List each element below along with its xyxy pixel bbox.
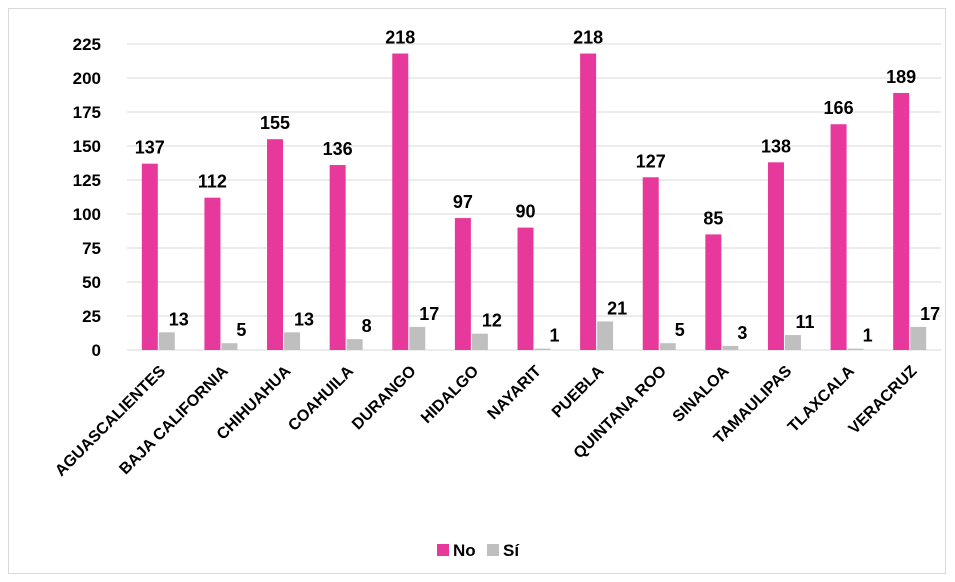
data-label-no: 166	[824, 98, 854, 118]
data-label-si: 13	[294, 309, 314, 329]
bar-no	[893, 92, 910, 351]
y-tick-label: 200	[73, 69, 101, 88]
data-labels: 1371311251551313682181797129012182112758…	[135, 28, 940, 346]
y-tick-label: 50	[82, 273, 101, 292]
bar-si	[910, 326, 927, 350]
y-tick-label: 225	[73, 35, 101, 54]
bar-si	[221, 343, 238, 350]
x-tick-label: DURANGO	[349, 363, 419, 433]
data-label-si: 1	[549, 326, 559, 346]
bar-no	[642, 177, 659, 350]
data-label-si: 5	[675, 320, 685, 340]
x-tick-label: SINALOA	[670, 362, 733, 425]
data-label-si: 3	[737, 323, 747, 343]
data-label-no: 136	[323, 139, 353, 159]
legend: No Sí	[437, 541, 520, 560]
data-label-si: 12	[482, 311, 502, 331]
y-tick-label: 100	[73, 205, 101, 224]
x-tick-label: NAYARIT	[485, 363, 545, 423]
bars	[141, 53, 927, 351]
bar-no	[141, 163, 158, 350]
data-label-no: 97	[453, 192, 473, 212]
bar-no	[517, 227, 534, 350]
y-tick-label: 0	[92, 341, 101, 360]
bar-no	[267, 139, 284, 350]
data-label-si: 5	[236, 320, 246, 340]
data-label-no: 112	[198, 172, 227, 192]
bar-si	[534, 348, 551, 350]
x-tick-label: AGUASCALIENTES	[52, 363, 169, 480]
y-tick-label: 175	[73, 103, 101, 122]
data-label-si: 13	[169, 309, 189, 329]
data-label-no: 127	[636, 151, 666, 171]
bar-si	[284, 332, 301, 350]
data-label-si: 21	[607, 298, 627, 318]
legend-swatch-no	[437, 544, 449, 556]
bar-si	[784, 335, 801, 350]
bar-no	[392, 53, 409, 351]
y-tick-label: 150	[73, 137, 101, 156]
legend-swatch-si	[487, 544, 499, 556]
bar-si	[659, 343, 676, 350]
x-tick-label: HIDALGO	[418, 363, 482, 427]
bar-no	[204, 197, 221, 350]
bar-si	[158, 332, 175, 350]
y-tick-label: 75	[82, 239, 101, 258]
bar-no	[580, 53, 597, 351]
gridlines	[127, 43, 941, 351]
x-tick-label: PUEBLA	[549, 362, 608, 421]
bar-no	[705, 234, 722, 350]
data-label-no: 155	[260, 113, 290, 133]
legend-label-si: Sí	[503, 541, 520, 560]
bar-si	[346, 339, 363, 350]
bar-no	[454, 218, 471, 350]
data-label-si: 17	[920, 304, 940, 324]
legend-label-no: No	[453, 541, 476, 560]
data-label-si: 8	[362, 316, 372, 336]
data-label-no: 90	[515, 202, 535, 222]
bar-si	[597, 321, 614, 350]
bar-si	[471, 333, 488, 350]
y-tick-label: 25	[82, 307, 101, 326]
data-label-no: 189	[886, 67, 916, 87]
data-label-si: 11	[795, 312, 814, 332]
chart-frame: 0 25 50 75 100 125 150 175 200 225 137 13 112 5 155 13…	[8, 8, 946, 574]
x-tick-label: BAJA CALIFORNIA	[116, 362, 232, 478]
data-label-si: 17	[419, 304, 439, 324]
data-label-no: 218	[573, 28, 603, 48]
data-label-no: 137	[135, 138, 165, 158]
y-tick-label: 125	[73, 171, 101, 190]
bar-no	[767, 162, 784, 350]
bar-no	[329, 165, 346, 350]
x-tick-label: COAHUILA	[285, 362, 357, 434]
y-axis: 0 25 50 75 100 125 150 175 200 225	[73, 35, 101, 360]
bar-si	[722, 345, 739, 350]
bar-si	[409, 326, 426, 350]
bar-no	[830, 124, 847, 351]
data-label-no: 138	[761, 136, 791, 156]
data-label-no: 218	[385, 28, 415, 48]
data-label-si: 1	[863, 326, 873, 346]
bar-si	[847, 348, 864, 350]
data-label-no: 85	[703, 208, 723, 228]
